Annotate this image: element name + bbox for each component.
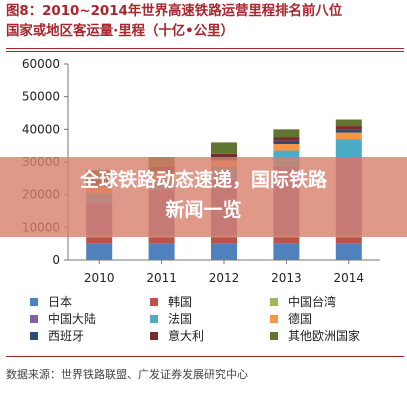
bar-segment (273, 137, 300, 141)
bar-segment (273, 129, 300, 138)
legend-label: 法国 (168, 312, 193, 326)
source-divider (6, 356, 404, 357)
bar-segment (335, 237, 362, 244)
legend-item: 中国台湾 (270, 293, 336, 310)
source-note: 数据来源：世界铁路联盟、广发证券发展研究中心 (6, 368, 248, 381)
legend-label: 日本 (48, 295, 73, 309)
legend-swatch (150, 297, 158, 306)
legend-item: 中国大陆 (30, 310, 96, 327)
figure-title-line-1: 图8：2010~2014年世界高速铁路运营里程排名前八位 (6, 4, 343, 19)
legend-item: 西班牙 (30, 327, 84, 344)
y-tick-label: 60000 (22, 57, 60, 71)
bar-segment (273, 237, 300, 244)
legend-label: 中国大陆 (48, 312, 97, 326)
bar-segment (211, 243, 237, 260)
bar-segment (273, 144, 300, 151)
legend-item: 其他欧洲国家 (270, 327, 360, 344)
figure-title: 图8：2010~2014年世界高速铁路运营里程排名前八位 国家或地区客运量·里程… (6, 2, 404, 52)
legend-swatch (150, 314, 158, 323)
banner-headline-line-2: 新闻一览 (165, 199, 242, 221)
legend-swatch (30, 297, 38, 306)
title-divider-2 (6, 51, 404, 52)
legend-label: 意大利 (168, 329, 205, 343)
bar-segment (211, 153, 237, 158)
y-tick-label: 50000 (22, 90, 60, 104)
legend-label: 德国 (288, 312, 313, 326)
legend-label: 中国台湾 (288, 295, 337, 309)
figure-title-line-2: 国家或地区客运量·里程（十亿•公里） (6, 24, 234, 39)
legend-item: 法国 (150, 310, 192, 327)
legend-swatch (150, 331, 158, 340)
bar-segment (335, 139, 362, 158)
x-tick-label: 2010 (84, 271, 115, 282)
legend-swatch (30, 314, 38, 323)
bar-segment (86, 237, 113, 244)
bar-segment (335, 129, 362, 133)
bar-segment (86, 243, 113, 260)
bar-segment (148, 243, 175, 260)
legend-swatch (30, 331, 38, 340)
legend-label: 其他欧洲国家 (288, 329, 361, 343)
legend-item: 意大利 (150, 327, 204, 344)
y-tick-label: 40000 (22, 122, 60, 136)
x-tick-label: 2014 (334, 271, 365, 282)
bar-segment (335, 243, 362, 260)
legend-item: 德国 (270, 310, 312, 327)
bar-segment (273, 140, 300, 145)
bar-segment (335, 126, 362, 130)
x-tick-label: 2013 (271, 271, 302, 282)
banner-headline: 全球铁路动态速递，国际铁路 新闻一览 (0, 165, 407, 225)
bar-segment (148, 237, 175, 244)
overlay-banner: 全球铁路动态速递，国际铁路 新闻一览 (0, 157, 407, 237)
bar-segment (211, 237, 237, 244)
legend-label: 西班牙 (48, 329, 85, 343)
banner-headline-line-1: 全球铁路动态速递，国际铁路 (79, 169, 327, 191)
legend-swatch (270, 297, 278, 306)
legend-item: 韩国 (150, 293, 192, 310)
x-tick-label: 2011 (146, 271, 177, 282)
title-divider (6, 48, 404, 49)
y-tick-label: 0 (52, 253, 60, 267)
bar-segment (335, 119, 362, 127)
legend-swatch (270, 331, 278, 340)
x-tick-label: 2012 (209, 271, 240, 282)
legend-swatch (270, 314, 278, 323)
bar-segment (211, 142, 237, 154)
bar-segment (335, 132, 362, 140)
legend-label: 韩国 (168, 295, 193, 309)
bar-segment (273, 243, 300, 260)
legend-item: 日本 (30, 293, 72, 310)
